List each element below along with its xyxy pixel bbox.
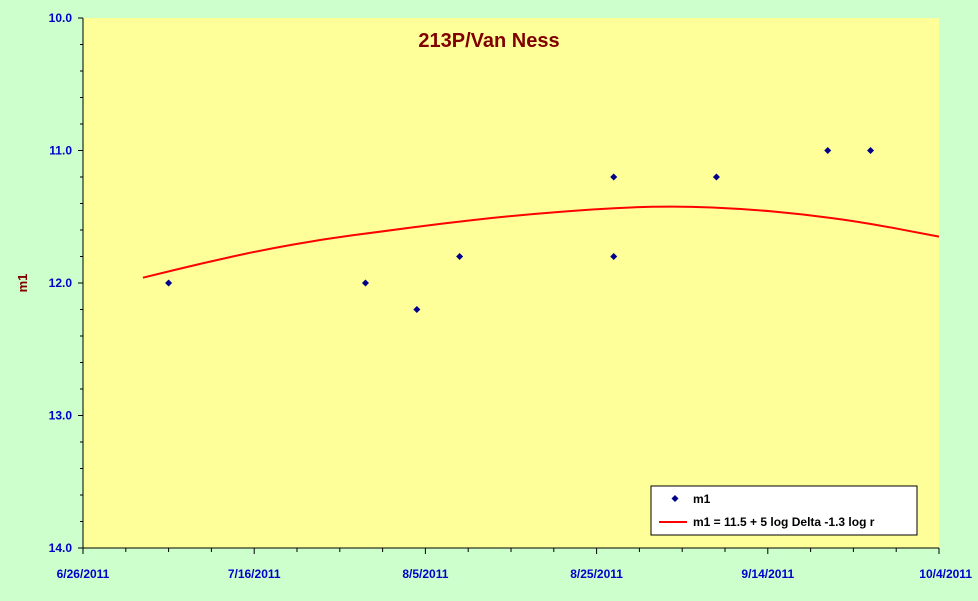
y-tick-label: 12.0 — [49, 276, 73, 290]
legend-marker-m1 — [671, 495, 679, 502]
x-tick-label: 8/25/2011 — [570, 567, 623, 581]
plot-area — [83, 18, 939, 548]
data-point-m1 — [712, 173, 720, 181]
chart-title: 213P/Van Ness — [418, 30, 559, 52]
data-point-m1 — [867, 147, 875, 154]
x-tick-label: 10/4/2011 — [919, 567, 972, 581]
data-point-m1 — [361, 279, 369, 287]
x-tick-label: 6/26/2011 — [57, 567, 110, 581]
data-point-m1 — [610, 173, 618, 181]
y-axis-label: m1 — [15, 274, 30, 293]
y-tick-label: 14.0 — [49, 541, 73, 555]
axes: 10.0 11.0 12.0 13.0 14.0 6/26/2011 7/16/2011 8/… — [49, 11, 973, 581]
x-tick-label: 9/14/2011 — [741, 567, 794, 581]
series-layer — [142, 147, 940, 313]
y-tick-label: 13.0 — [49, 409, 73, 423]
fit-curve-line — [142, 205, 940, 279]
data-point-m1 — [610, 253, 618, 260]
legend-box — [650, 485, 918, 536]
data-point-m1 — [165, 279, 173, 287]
legend: m1 m1 = 11.5 + 5 log Delta -1.3 log r — [650, 485, 918, 536]
legend-label-m1: m1 — [693, 492, 711, 506]
y-tick-label: 11.0 — [49, 144, 72, 158]
data-point-m1 — [456, 253, 464, 260]
y-tick-label: 10.0 — [49, 11, 73, 25]
data-point-m1 — [824, 147, 832, 154]
data-point-m1 — [413, 306, 421, 313]
x-tick-label: 7/16/2011 — [228, 567, 281, 581]
legend-label-fit: m1 = 11.5 + 5 log Delta -1.3 log r — [693, 515, 875, 529]
x-tick-label: 8/5/2011 — [402, 567, 448, 581]
